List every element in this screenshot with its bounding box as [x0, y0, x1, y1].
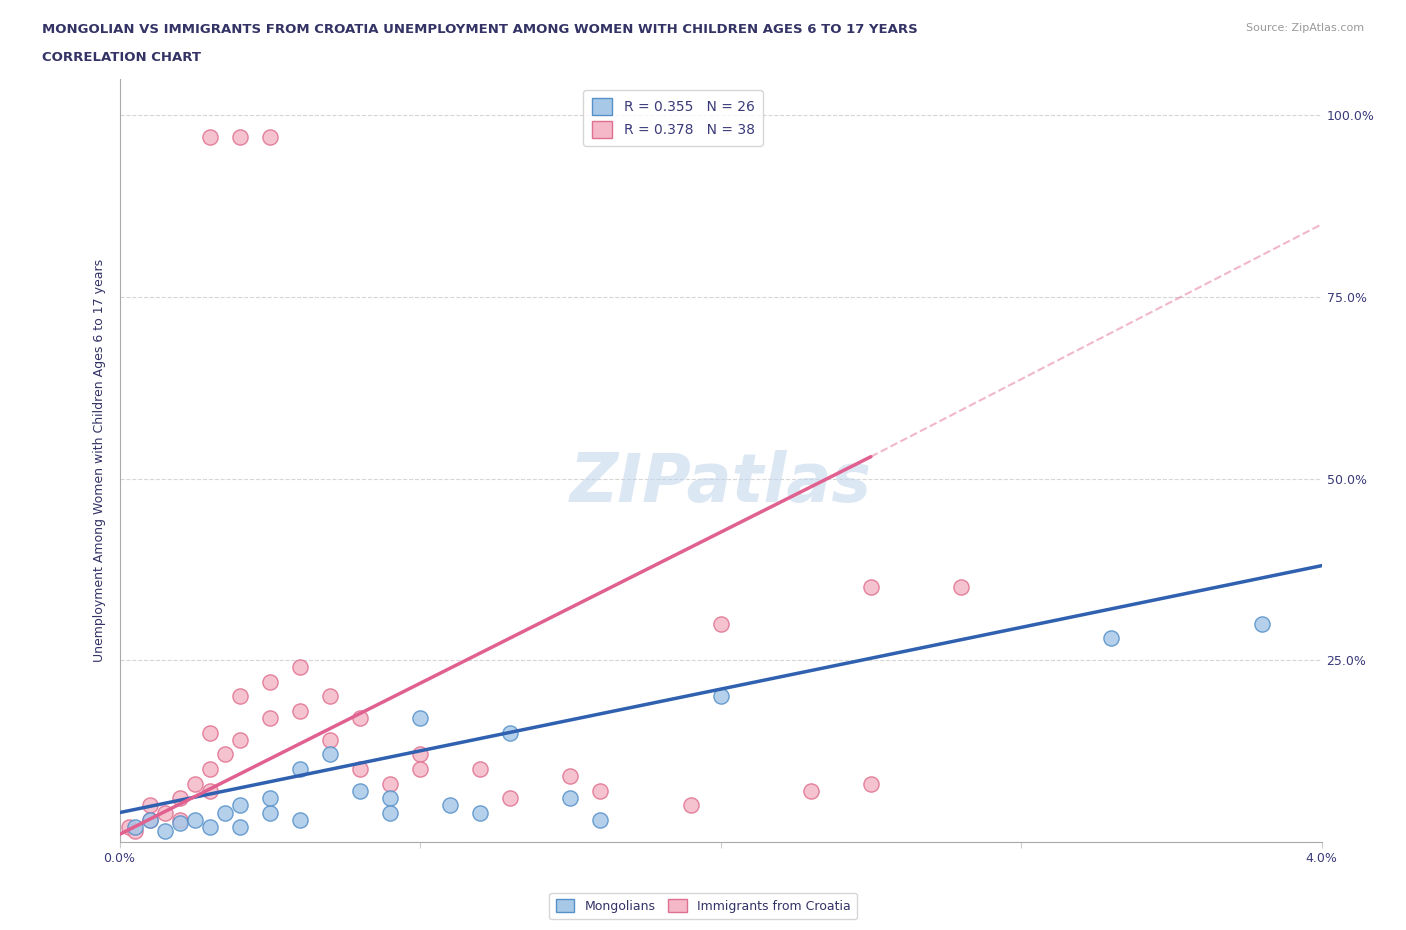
- Point: [709, 617, 731, 631]
- Point: [259, 711, 281, 725]
- Point: [153, 805, 176, 820]
- Point: [124, 823, 146, 838]
- Point: [288, 660, 311, 675]
- Point: [198, 725, 221, 740]
- Point: [169, 816, 191, 830]
- Legend: Mongolians, Immigrants from Croatia: Mongolians, Immigrants from Croatia: [550, 893, 856, 919]
- Text: Source: ZipAtlas.com: Source: ZipAtlas.com: [1246, 23, 1364, 33]
- Point: [228, 798, 252, 813]
- Point: [949, 580, 972, 595]
- Text: MONGOLIAN VS IMMIGRANTS FROM CROATIA UNEMPLOYMENT AMONG WOMEN WITH CHILDREN AGES: MONGOLIAN VS IMMIGRANTS FROM CROATIA UNE…: [42, 23, 918, 36]
- Point: [319, 747, 342, 762]
- Point: [138, 813, 160, 828]
- Point: [468, 805, 492, 820]
- Point: [439, 798, 461, 813]
- Point: [259, 674, 281, 689]
- Point: [214, 805, 236, 820]
- Point: [153, 823, 176, 838]
- Point: [138, 813, 160, 828]
- Point: [409, 711, 432, 725]
- Point: [214, 747, 236, 762]
- Point: [378, 790, 401, 805]
- Point: [319, 733, 342, 748]
- Point: [859, 580, 882, 595]
- Point: [228, 129, 252, 144]
- Point: [349, 783, 371, 798]
- Point: [499, 725, 522, 740]
- Point: [560, 769, 582, 784]
- Point: [288, 813, 311, 828]
- Point: [859, 777, 882, 791]
- Point: [198, 762, 221, 777]
- Point: [800, 783, 823, 798]
- Point: [679, 798, 702, 813]
- Point: [138, 798, 160, 813]
- Point: [259, 805, 281, 820]
- Point: [183, 777, 205, 791]
- Point: [349, 711, 371, 725]
- Point: [468, 762, 492, 777]
- Point: [259, 790, 281, 805]
- Point: [378, 777, 401, 791]
- Legend: R = 0.355   N = 26, R = 0.378   N = 38: R = 0.355 N = 26, R = 0.378 N = 38: [583, 90, 763, 146]
- Point: [288, 703, 311, 718]
- Point: [198, 783, 221, 798]
- Point: [124, 819, 146, 834]
- Point: [228, 819, 252, 834]
- Point: [169, 790, 191, 805]
- Text: ZIPatlas: ZIPatlas: [569, 450, 872, 516]
- Point: [169, 813, 191, 828]
- Point: [319, 689, 342, 704]
- Point: [499, 790, 522, 805]
- Point: [709, 689, 731, 704]
- Point: [198, 129, 221, 144]
- Point: [228, 733, 252, 748]
- Point: [378, 805, 401, 820]
- Point: [228, 689, 252, 704]
- Text: CORRELATION CHART: CORRELATION CHART: [42, 51, 201, 64]
- Point: [259, 129, 281, 144]
- Y-axis label: Unemployment Among Women with Children Ages 6 to 17 years: Unemployment Among Women with Children A…: [93, 259, 107, 662]
- Point: [1099, 631, 1122, 645]
- Point: [560, 790, 582, 805]
- Point: [288, 762, 311, 777]
- Point: [349, 762, 371, 777]
- Point: [183, 813, 205, 828]
- Point: [589, 783, 612, 798]
- Point: [589, 813, 612, 828]
- Point: [409, 747, 432, 762]
- Point: [1250, 617, 1272, 631]
- Point: [117, 819, 139, 834]
- Point: [198, 819, 221, 834]
- Point: [409, 762, 432, 777]
